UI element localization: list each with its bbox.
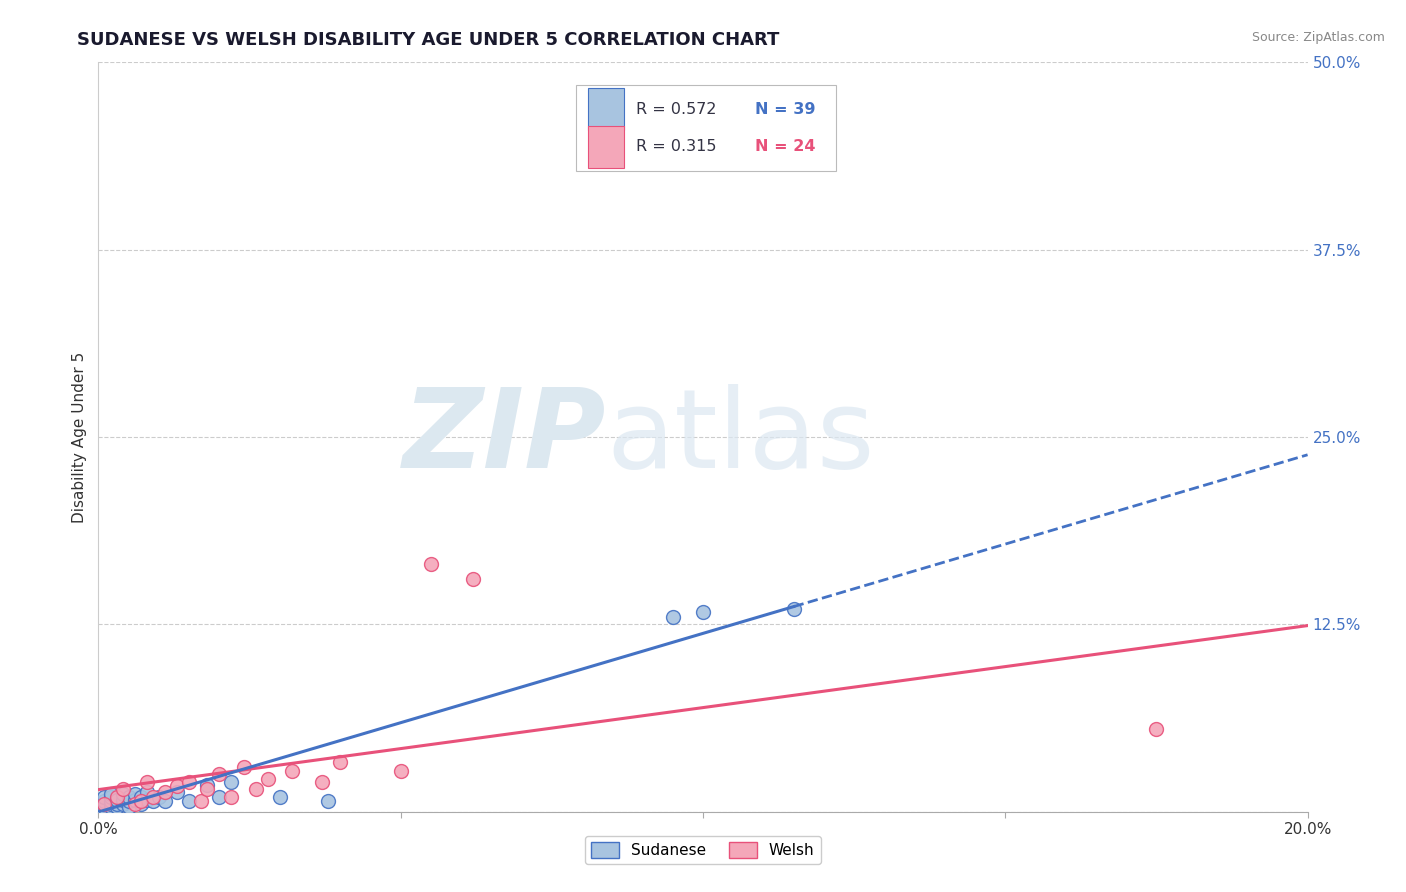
Point xyxy=(100,797,122,812)
Point xyxy=(93,800,115,814)
Point xyxy=(179,774,201,789)
Point xyxy=(389,764,412,779)
Point xyxy=(129,789,152,804)
Point xyxy=(111,787,134,801)
Point xyxy=(208,767,231,781)
Point xyxy=(783,602,806,616)
Point xyxy=(100,789,122,804)
Point xyxy=(420,558,443,572)
Point xyxy=(692,606,714,620)
Point xyxy=(245,782,267,797)
Text: ZIP: ZIP xyxy=(402,384,606,491)
Text: N = 24: N = 24 xyxy=(755,139,815,154)
Point xyxy=(105,797,128,812)
Text: atlas: atlas xyxy=(606,384,875,491)
Y-axis label: Disability Age Under 5: Disability Age Under 5 xyxy=(72,351,87,523)
Point xyxy=(93,794,115,808)
Text: Source: ZipAtlas.com: Source: ZipAtlas.com xyxy=(1251,31,1385,45)
Text: SUDANESE VS WELSH DISABILITY AGE UNDER 5 CORRELATION CHART: SUDANESE VS WELSH DISABILITY AGE UNDER 5… xyxy=(77,31,780,49)
FancyBboxPatch shape xyxy=(588,127,624,168)
Text: N = 39: N = 39 xyxy=(755,102,815,117)
Point xyxy=(221,789,243,804)
Point xyxy=(281,764,304,779)
Point xyxy=(124,797,146,812)
Point xyxy=(135,793,157,807)
Point xyxy=(269,789,291,804)
Point xyxy=(195,782,218,797)
Legend: Sudanese, Welsh: Sudanese, Welsh xyxy=(585,836,821,864)
Point xyxy=(118,800,141,814)
Point xyxy=(153,794,176,808)
Point xyxy=(111,797,134,812)
Point xyxy=(195,778,218,792)
Point xyxy=(142,794,165,808)
Point xyxy=(1144,723,1167,737)
Point xyxy=(100,800,122,814)
FancyBboxPatch shape xyxy=(588,88,624,129)
Text: R = 0.315: R = 0.315 xyxy=(637,139,717,154)
Point xyxy=(105,789,128,804)
Point xyxy=(190,794,212,808)
Point xyxy=(87,797,110,812)
Point xyxy=(463,573,485,587)
Point xyxy=(111,782,134,797)
Point xyxy=(221,774,243,789)
Point xyxy=(135,785,157,799)
Point xyxy=(148,789,170,804)
Point xyxy=(111,793,134,807)
Point xyxy=(166,785,188,799)
Point xyxy=(124,793,146,807)
FancyBboxPatch shape xyxy=(576,85,837,171)
Point xyxy=(179,794,201,808)
Point xyxy=(100,794,122,808)
Point xyxy=(232,760,254,774)
Point xyxy=(316,794,339,808)
Point xyxy=(118,794,141,808)
Point xyxy=(256,772,278,786)
Point xyxy=(105,793,128,807)
Point xyxy=(105,800,128,814)
Point xyxy=(87,800,110,814)
Point xyxy=(93,797,115,812)
Point xyxy=(208,789,231,804)
Point xyxy=(329,756,352,770)
Point xyxy=(93,789,115,804)
Point xyxy=(100,787,122,801)
Point xyxy=(124,787,146,801)
Point xyxy=(129,794,152,808)
Text: R = 0.572: R = 0.572 xyxy=(637,102,717,117)
Point xyxy=(142,789,165,804)
Point xyxy=(93,797,115,812)
Point xyxy=(118,789,141,804)
Point xyxy=(166,779,188,793)
Point xyxy=(129,797,152,812)
Point xyxy=(661,610,683,624)
Point xyxy=(153,785,176,799)
Point xyxy=(311,774,333,789)
Point xyxy=(135,774,157,789)
